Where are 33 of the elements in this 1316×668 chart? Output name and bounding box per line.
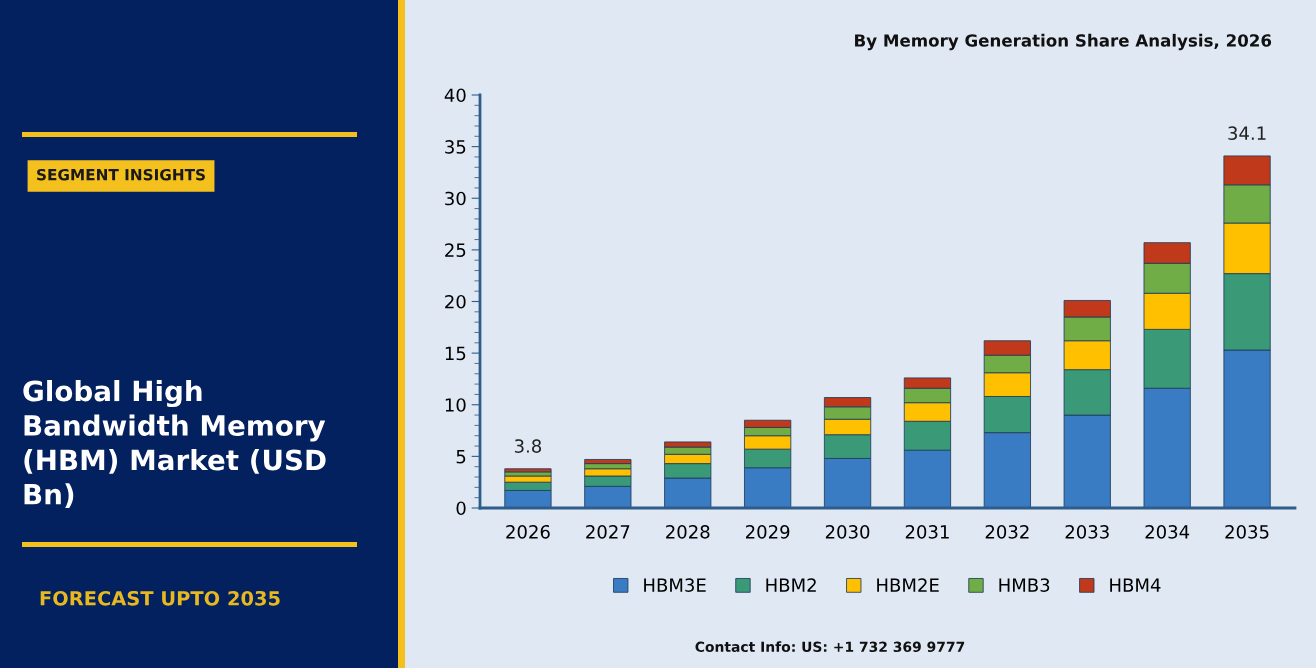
text: FORECAST UPTO 2035 <box>40 590 280 606</box>
text: SEGMENT INSIGHTS <box>37 168 205 181</box>
total-label: 3.8 <box>514 439 542 453</box>
y-tick-label: 10 <box>445 398 466 412</box>
legend-label: HBM3E <box>644 578 706 592</box>
text: Global High Bandwidth Memory (HBM) Market (USD Bn) <box>23 380 326 509</box>
y-tick-label: 15 <box>445 346 466 361</box>
y-tick-label: 35 <box>445 140 466 154</box>
bar <box>584 459 632 465</box>
x-tick-label: 2029 <box>745 524 790 539</box>
y-tick-label: 30 <box>445 191 466 206</box>
x-tick-label: 2028 <box>666 524 710 539</box>
legend-label: HMB3 <box>999 578 1050 592</box>
x-tick-label: 2033 <box>1065 524 1109 539</box>
legend-label: HBM4 <box>1110 578 1161 592</box>
y-tick-label: 25 <box>445 243 466 257</box>
x-tick-label: 2026 <box>506 524 550 539</box>
x-tick-label: 2030 <box>825 524 870 539</box>
total-label: 34.1 <box>1228 126 1266 141</box>
x-tick-label: 2032 <box>985 524 1029 539</box>
legend-label: HBM2E <box>877 578 939 592</box>
x-tick-label: 2027 <box>586 524 630 539</box>
y-tick-label: 0 <box>456 501 466 516</box>
x-tick-label: 2031 <box>905 524 949 539</box>
legend-label: HBM2 <box>766 578 816 592</box>
text: Contact Info: US: +1 732 369 9777 <box>695 641 965 653</box>
chart-subtitle: By Memory Generation Share Analysis, 2026 <box>855 33 1272 51</box>
x-tick-label: 2034 <box>1145 524 1190 539</box>
y-tick-label: 20 <box>445 294 466 309</box>
y-tick-label: 5 <box>456 450 466 464</box>
y-tick-label: 40 <box>444 88 466 103</box>
bar <box>504 468 552 473</box>
x-tick-label: 2035 <box>1225 524 1269 539</box>
